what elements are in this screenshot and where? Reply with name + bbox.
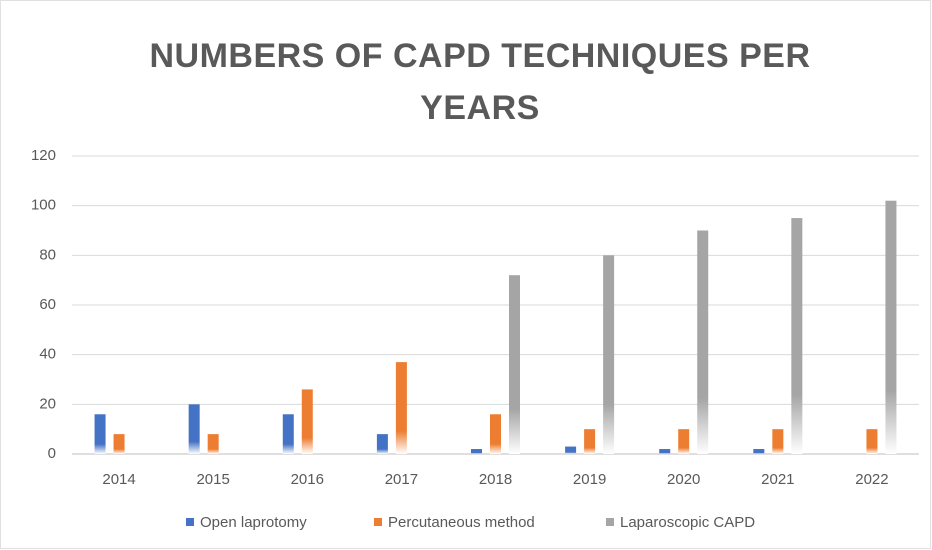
bar [753,449,765,454]
bar [659,449,671,454]
bar [301,389,313,454]
bar [772,429,784,454]
x-tick-label: 2019 [573,471,606,488]
bar [678,429,690,454]
legend-swatch [374,518,382,526]
bar [395,362,407,454]
y-tick-label: 20 [39,395,56,412]
legend-label: Laparoscopic CAPD [620,514,755,531]
x-tick-label: 2016 [291,471,324,488]
y-tick-label: 60 [39,296,56,313]
bar [376,434,388,454]
x-tick-label: 2021 [761,471,794,488]
bar [113,434,125,454]
bar [188,404,200,454]
bar [584,429,596,454]
y-tick-label: 80 [39,246,56,263]
y-tick-label: 0 [48,445,56,462]
legend-label: Open laprotomy [200,514,307,531]
bar [565,446,577,454]
bar [207,434,219,454]
bar [490,414,501,454]
y-tick-label: 40 [39,346,56,363]
bar [471,449,482,454]
bar [509,275,520,454]
bar [866,429,878,454]
bar [697,230,709,454]
x-tick-label: 2022 [855,471,888,488]
x-tick-label: 2018 [479,471,512,488]
y-tick-label: 100 [31,197,56,214]
bar [603,255,615,454]
bar [94,414,106,454]
y-tick-label: 120 [31,147,56,164]
legend-swatch [606,518,614,526]
x-tick-label: 2014 [102,471,135,488]
chart-title: NUMBERS OF CAPD TECHNIQUES PER YEARS [149,37,811,127]
legend-swatch [186,518,194,526]
bar [282,414,294,454]
bar [885,200,897,454]
x-tick-label: 2015 [196,471,229,488]
x-tick-label: 2017 [385,471,418,488]
x-tick-label: 2020 [667,471,700,488]
legend-label: Percutaneous method [388,514,535,531]
bar [791,218,803,454]
